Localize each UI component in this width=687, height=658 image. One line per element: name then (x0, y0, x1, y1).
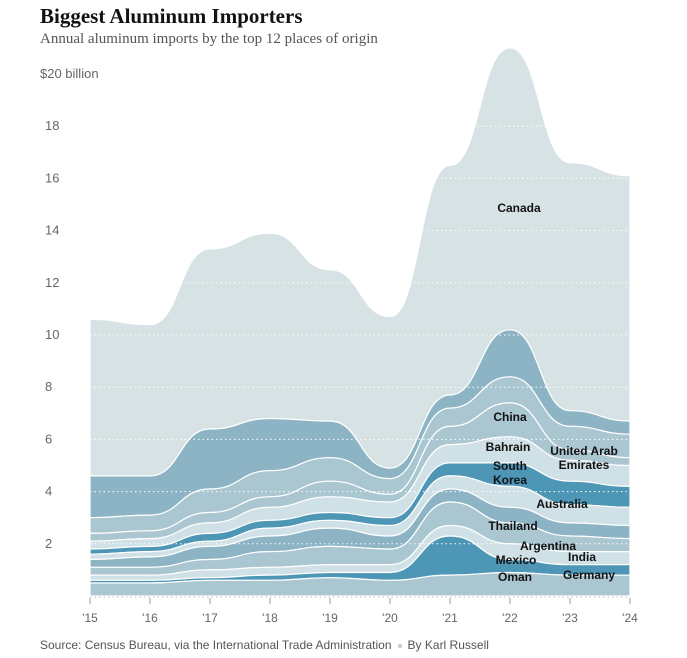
x-tick-label: '18 (262, 611, 278, 625)
y-tick-label: 4 (45, 484, 52, 499)
y-tick-label: 16 (45, 170, 59, 185)
label-bahrain: Bahrain (486, 440, 531, 454)
x-tick-label: '19 (322, 611, 338, 625)
y-tick-label: 6 (45, 431, 52, 446)
stream-germany (89, 571, 631, 597)
y-axis: $20 billion 18 16 14 12 10 8 6 4 2 (40, 66, 99, 551)
x-tick-label: '15 (82, 611, 98, 625)
y-tick-label: 8 (45, 379, 52, 394)
x-tick-label: '22 (502, 611, 518, 625)
y-tick-label: $20 billion (40, 66, 99, 81)
source-note: Source: Census Bureau, via the Internati… (40, 638, 392, 652)
y-tick-label: 2 (45, 536, 52, 551)
label-united-arab: United Arab (550, 444, 618, 458)
x-axis: '15 '16 '17 '18 '19 '20 '21 '22 '23 '24 (82, 598, 638, 625)
chart-title: Biggest Aluminum Importers (40, 4, 303, 28)
chart-subtitle: Annual aluminum imports by the top 12 pl… (40, 31, 378, 47)
byline: By Karl Russell (407, 638, 489, 652)
label-thailand: Thailand (488, 519, 537, 533)
label-argentina: Argentina (520, 539, 576, 553)
label-mexico: Mexico (496, 553, 537, 567)
y-tick-label: 12 (45, 275, 59, 290)
label-korea: Korea (493, 473, 527, 487)
y-tick-label: 10 (45, 327, 59, 342)
x-tick-label: '17 (202, 611, 218, 625)
label-canada: Canada (497, 201, 541, 215)
y-tick-label: 18 (45, 118, 59, 133)
separator-dot-icon (397, 643, 402, 648)
label-china: China (493, 410, 527, 424)
label-emirates: Emirates (559, 458, 610, 472)
label-australia: Australia (536, 497, 588, 511)
x-tick-label: '20 (382, 611, 398, 625)
label-germany: Germany (563, 568, 615, 582)
x-tick-label: '24 (622, 611, 638, 625)
streams-layer (89, 47, 631, 597)
x-tick-label: '16 (142, 611, 158, 625)
label-oman: Oman (498, 570, 532, 584)
y-tick-label: 14 (45, 223, 59, 238)
x-tick-label: '23 (562, 611, 578, 625)
label-india: India (568, 550, 596, 564)
chart-footer: Source: Census Bureau, via the Internati… (40, 638, 489, 652)
label-south: South (493, 459, 527, 473)
x-tick-label: '21 (442, 611, 458, 625)
gridlines-layer (90, 125, 630, 598)
